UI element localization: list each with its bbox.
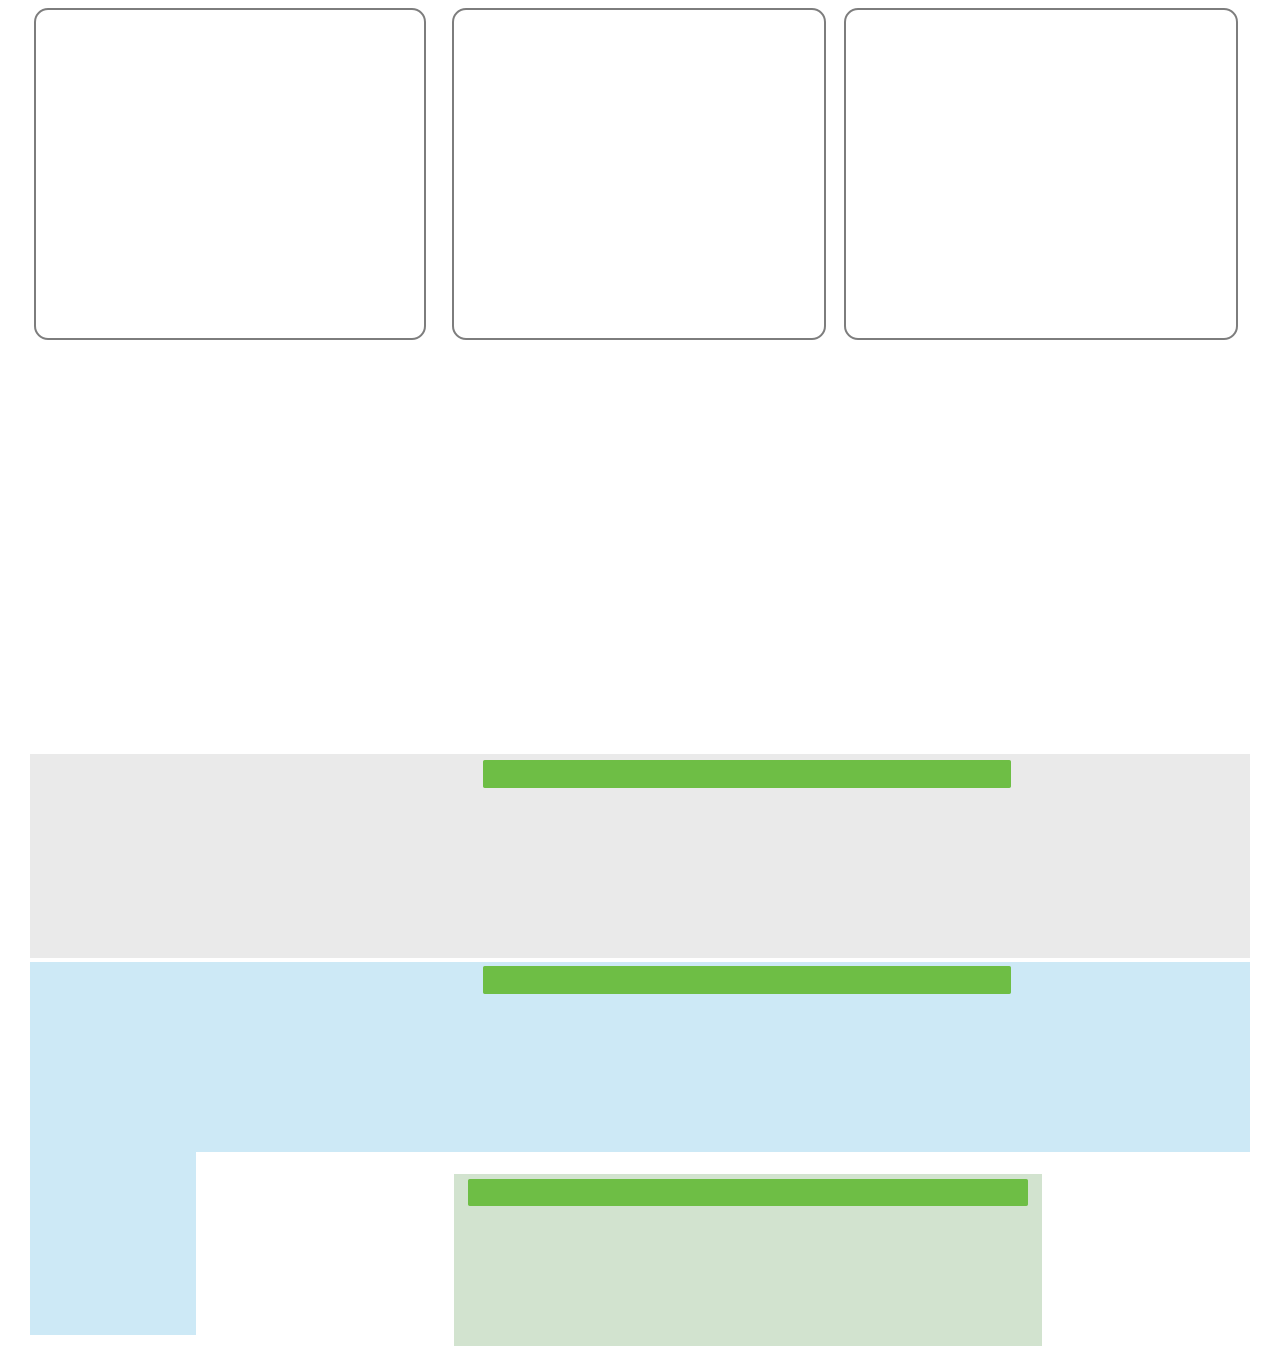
dose-curve-legend bbox=[1052, 1214, 1280, 1349]
section-g-banner bbox=[483, 760, 1011, 788]
panel-c-box bbox=[844, 8, 1238, 340]
section-g-band bbox=[30, 754, 1250, 958]
section-h-extra-band bbox=[30, 1152, 196, 1335]
panel-a-box bbox=[34, 8, 426, 340]
section-i-banner bbox=[468, 1179, 1028, 1206]
section-h-banner bbox=[483, 966, 1011, 994]
panel-b-box bbox=[452, 8, 826, 340]
